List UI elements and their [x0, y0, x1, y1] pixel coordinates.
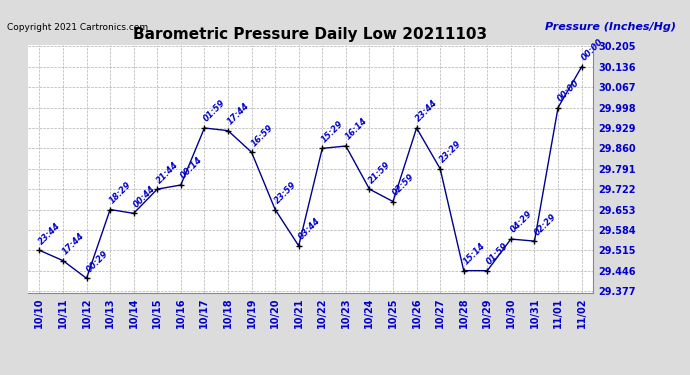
Text: 17:44: 17:44 — [226, 101, 251, 126]
Text: 23:44: 23:44 — [37, 221, 63, 246]
Text: 00:44: 00:44 — [132, 184, 157, 209]
Text: 00:29: 00:29 — [84, 249, 110, 274]
Text: 16:14: 16:14 — [344, 117, 369, 142]
Text: Copyright 2021 Cartronics.com: Copyright 2021 Cartronics.com — [7, 22, 148, 32]
Text: 15:14: 15:14 — [462, 241, 487, 267]
Text: 00:00: 00:00 — [556, 78, 581, 104]
Text: 01:59: 01:59 — [485, 241, 511, 267]
Text: 18:29: 18:29 — [108, 180, 133, 206]
Text: 21:44: 21:44 — [155, 160, 180, 185]
Text: 02:59: 02:59 — [391, 172, 416, 197]
Text: Pressure (Inches/Hg): Pressure (Inches/Hg) — [545, 22, 676, 33]
Text: 17:44: 17:44 — [61, 231, 86, 256]
Text: 23:44: 23:44 — [415, 99, 440, 124]
Text: 23:29: 23:29 — [438, 139, 463, 165]
Text: 21:59: 21:59 — [367, 160, 393, 185]
Text: 01:59: 01:59 — [202, 99, 228, 124]
Text: 02:29: 02:29 — [532, 211, 558, 237]
Text: 00:14: 00:14 — [179, 156, 204, 181]
Text: 16:59: 16:59 — [249, 123, 275, 148]
Text: 00:00: 00:00 — [580, 38, 604, 63]
Title: Barometric Pressure Daily Low 20211103: Barometric Pressure Daily Low 20211103 — [133, 27, 488, 42]
Text: 03:44: 03:44 — [297, 216, 322, 242]
Text: 15:29: 15:29 — [320, 119, 346, 144]
Text: 23:59: 23:59 — [273, 180, 298, 206]
Text: 04:29: 04:29 — [509, 210, 534, 235]
